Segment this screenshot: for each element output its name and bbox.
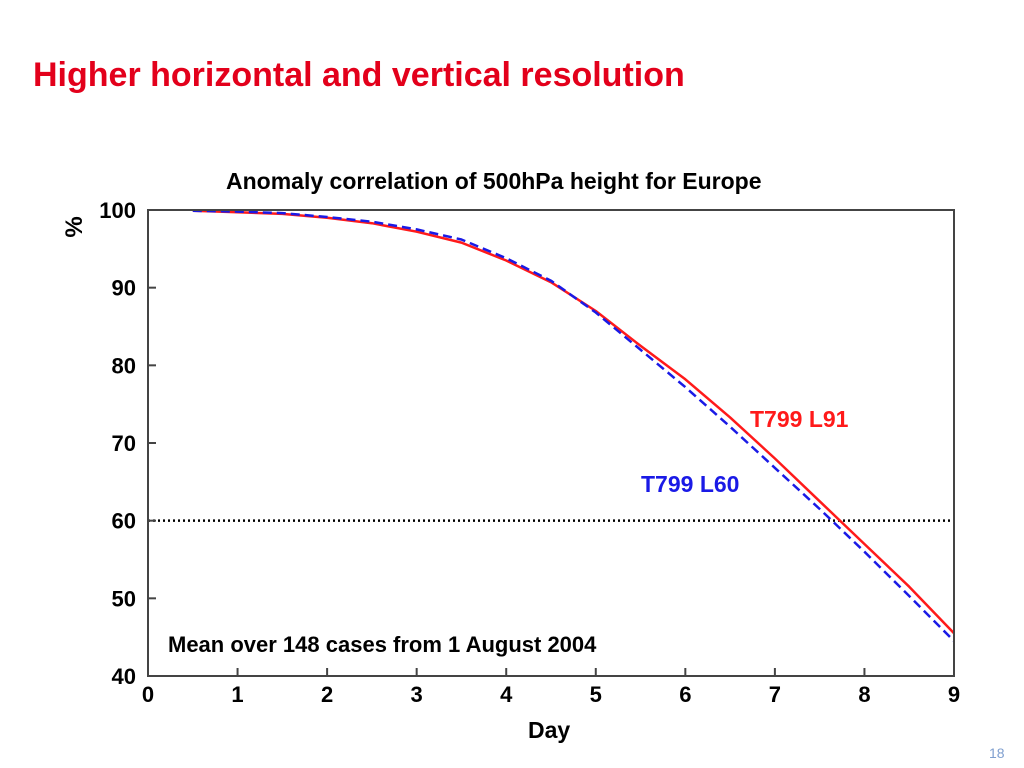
x-tick-label: 2 bbox=[321, 682, 333, 707]
y-tick-label: 50 bbox=[112, 586, 136, 611]
y-tick-label: 100 bbox=[99, 198, 136, 223]
x-axis-label: Day bbox=[528, 717, 571, 743]
x-tick-label: 0 bbox=[142, 682, 154, 707]
series-label-t799-l60: T799 L60 bbox=[641, 471, 739, 497]
x-tick-label: 7 bbox=[769, 682, 781, 707]
series-label-t799-l91: T799 L91 bbox=[750, 406, 849, 432]
slide-title: Higher horizontal and vertical resolutio… bbox=[33, 56, 685, 94]
chart-title: Anomaly correlation of 500hPa height for… bbox=[226, 168, 762, 194]
x-tick-label: 3 bbox=[411, 682, 423, 707]
x-tick-label: 1 bbox=[231, 682, 243, 707]
y-tick-label: 60 bbox=[112, 509, 136, 534]
x-tick-label: 5 bbox=[590, 682, 602, 707]
x-tick-label: 8 bbox=[858, 682, 870, 707]
x-tick-label: 6 bbox=[679, 682, 691, 707]
page-number: 18 bbox=[989, 745, 1005, 761]
chart-annotation-mean: Mean over 148 cases from 1 August 2004 bbox=[168, 632, 597, 657]
y-axis-label: % bbox=[61, 216, 88, 237]
y-tick-label: 70 bbox=[112, 431, 136, 456]
x-tick-label: 9 bbox=[948, 682, 960, 707]
x-tick-label: 4 bbox=[500, 682, 513, 707]
series-line-t799-l60 bbox=[192, 209, 955, 642]
plot-area bbox=[148, 210, 954, 676]
y-tick-label: 80 bbox=[112, 353, 136, 378]
y-tick-label: 90 bbox=[112, 276, 136, 301]
y-tick-label: 40 bbox=[112, 664, 136, 689]
